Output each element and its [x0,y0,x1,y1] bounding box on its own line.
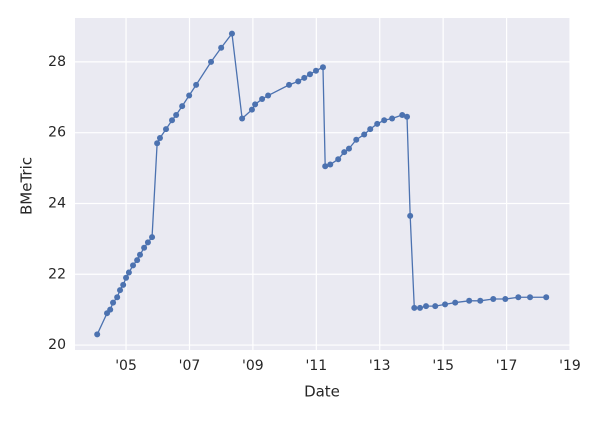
data-point [259,96,266,103]
data-point [423,303,430,310]
data-point [137,251,144,258]
data-point [156,134,163,141]
data-point [193,81,200,88]
data-point [502,296,509,303]
data-point [452,299,459,306]
data-point [417,304,424,311]
data-point [130,262,137,269]
data-point [322,163,329,170]
data-line [96,31,547,335]
x-tick-label: '11 [305,358,327,374]
data-point [154,140,161,147]
data-point [163,126,170,133]
data-point [173,111,180,118]
data-point [149,234,156,241]
data-point [94,331,101,338]
data-point [341,149,348,156]
data-point [117,287,124,294]
data-point [527,294,534,301]
data-point [228,30,235,37]
x-tick-label: '13 [369,358,391,374]
data-point [144,239,151,246]
data-point [353,136,360,143]
x-tick-label: '07 [179,358,201,374]
data-point [208,58,215,65]
data-point [265,92,272,99]
data-point [389,115,396,122]
data-point [477,297,484,304]
data-point [120,281,127,288]
data-point [179,103,186,110]
data-point [312,67,319,74]
data-point [295,78,302,85]
data-point [186,92,193,99]
data-point [407,212,414,219]
data-point [411,304,418,311]
data-point [381,117,388,124]
data-point [123,274,130,281]
data-point [361,131,368,138]
data-point [110,299,117,306]
y-axis-label: BMeTric [18,157,36,215]
data-point [248,106,255,113]
data-point [306,71,313,78]
data-point [442,301,449,308]
data-point [286,81,293,88]
data-point [327,161,334,168]
data-point [515,294,522,301]
x-tick-label: '09 [242,358,264,374]
data-point [367,126,374,133]
data-point [169,117,176,124]
x-tick-label: '15 [432,358,454,374]
data-point [239,115,246,122]
data-point [432,303,439,310]
y-tick-label: 26 [48,125,66,141]
data-point [543,294,550,301]
data-point [107,306,114,313]
data-point [404,113,411,120]
data-point [335,156,342,163]
data-point [125,269,132,276]
data-point [252,101,259,108]
data-point [374,120,381,127]
y-tick-label: 22 [48,266,66,282]
x-tick-label: '17 [496,358,518,374]
x-tick-label: '05 [115,358,137,374]
data-point [114,294,121,301]
data-point [301,74,308,81]
data-point [218,44,225,51]
data-point [141,244,148,251]
data-point [490,296,497,303]
y-tick-label: 28 [48,54,66,70]
y-tick-label: 20 [48,337,66,353]
data-point [466,297,473,304]
data-point [319,64,326,71]
data-point [345,145,352,152]
x-axis-label: Date [304,383,340,401]
x-tick-label: '19 [559,358,581,374]
y-tick-label: 24 [48,195,66,211]
data-point [134,257,141,264]
data-point [399,111,406,118]
